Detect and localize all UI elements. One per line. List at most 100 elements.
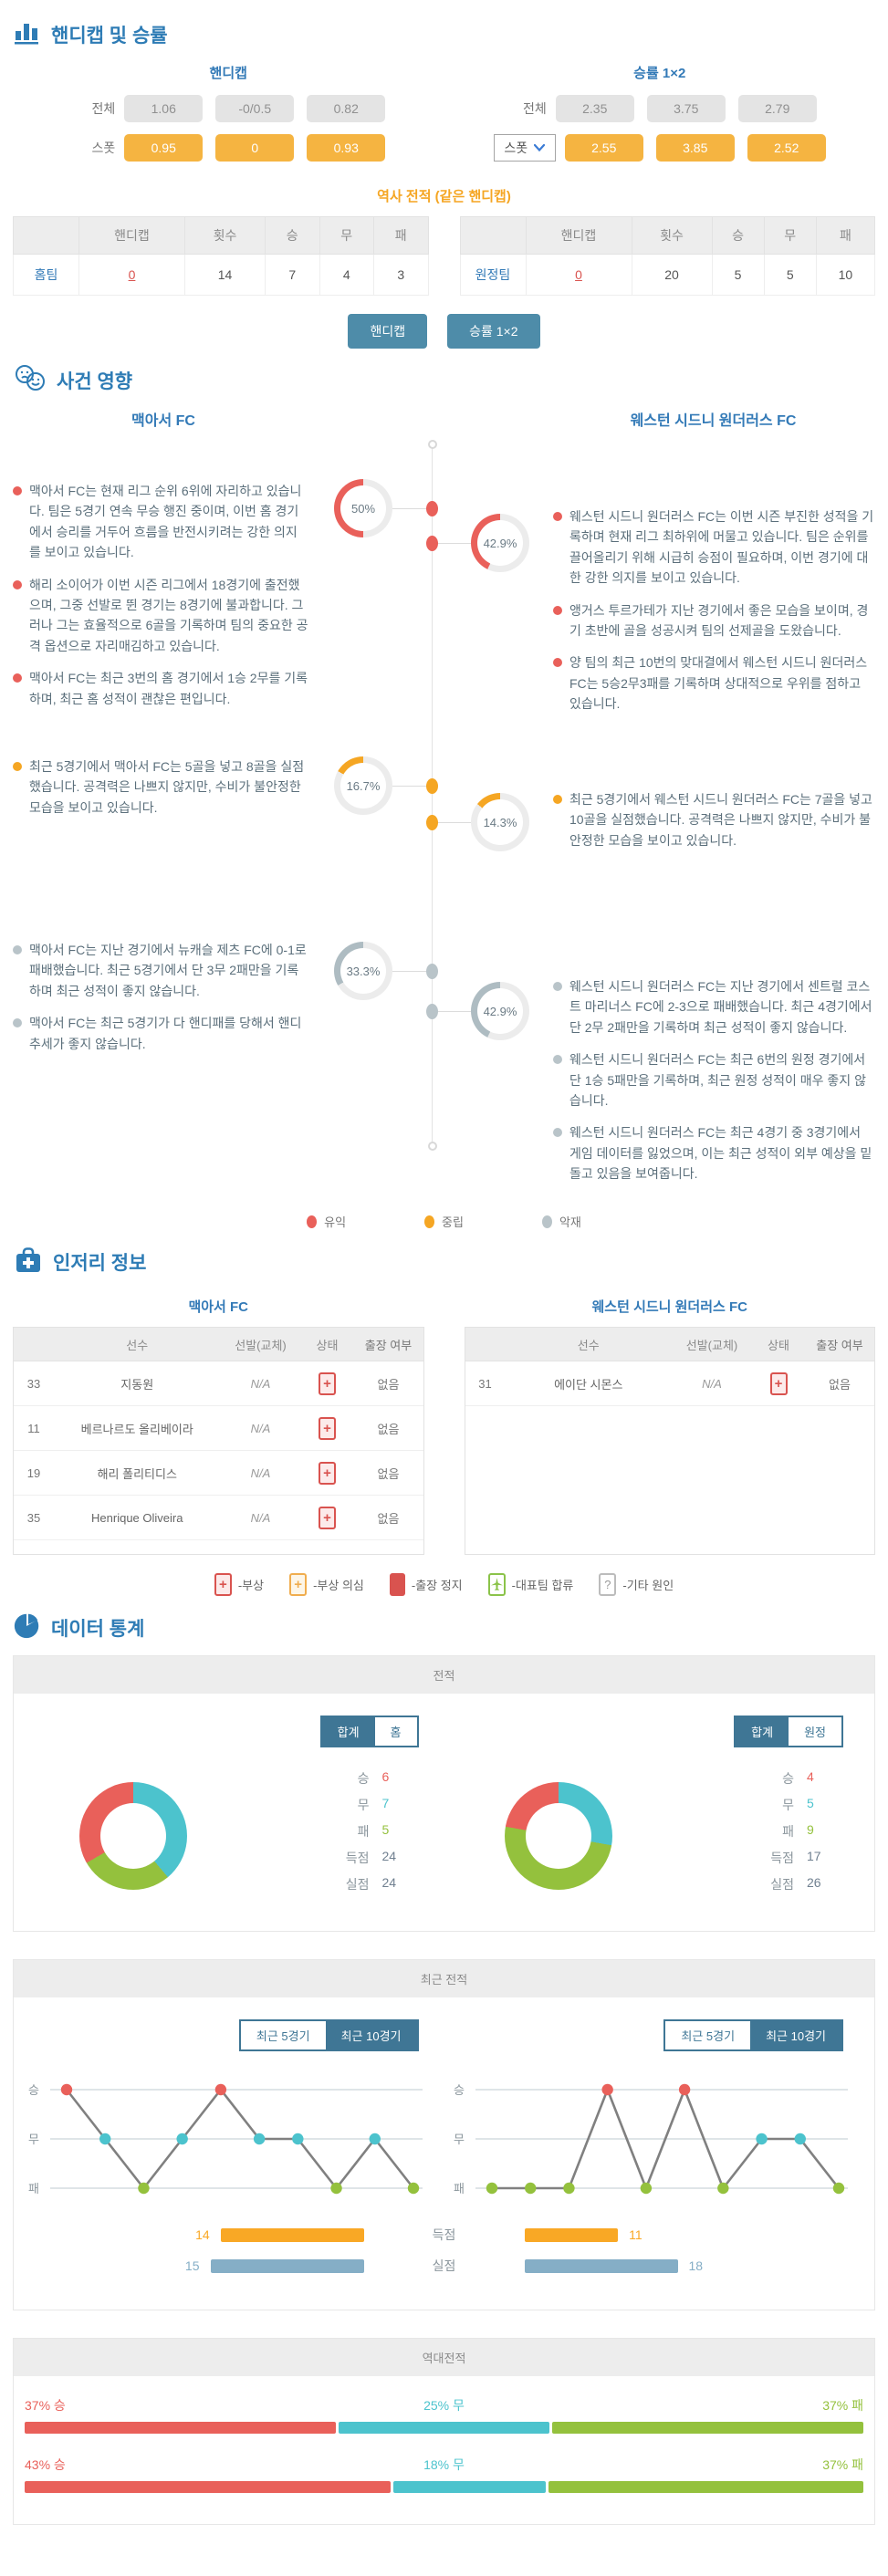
h2h-row: 43% 승 18% 무 37% 패 bbox=[25, 2456, 863, 2493]
col-handicap: 핸디캡 bbox=[78, 216, 185, 255]
player-number: 11 bbox=[27, 1421, 40, 1435]
h2h-panel: 역대전적 37% 승 25% 무 37% 패 43% 승 18% 무 37% 패 bbox=[13, 2338, 875, 2525]
player-attend: 없음 bbox=[377, 1511, 400, 1526]
stat-value: 26 bbox=[807, 1875, 821, 1890]
h2h-bar-segment bbox=[25, 2422, 337, 2434]
legend-item: -출장 정지 bbox=[389, 1573, 463, 1596]
goals-bar bbox=[524, 2227, 619, 2242]
event-group-negative: 맥아서 FC는 지난 경기에서 뉴캐슬 제츠 FC에 0-1로 패배했습니다. … bbox=[13, 936, 875, 1196]
legend-label: 유익 bbox=[324, 1215, 347, 1229]
player-number: 33 bbox=[26, 1376, 41, 1391]
spot-odds-label: 스폿 bbox=[91, 141, 116, 155]
tab-home[interactable]: 홈 bbox=[374, 1717, 417, 1746]
tab-last10[interactable]: 최근 10경기 bbox=[750, 2021, 841, 2049]
stat-value: 24 bbox=[381, 1849, 397, 1863]
col-attend: 출장 여부 bbox=[816, 1338, 863, 1352]
col-status: 상태 bbox=[768, 1338, 789, 1352]
handicap-button[interactable]: 핸디캡 bbox=[348, 314, 428, 349]
team-label: 원정팀 bbox=[459, 254, 527, 296]
player-name: 지동원 bbox=[120, 1377, 154, 1392]
timeline-dot bbox=[426, 964, 438, 979]
legend-label: -출장 정지 bbox=[411, 1579, 463, 1592]
handicap-link[interactable]: 0 bbox=[575, 267, 582, 282]
stat-value: 9 bbox=[807, 1822, 814, 1837]
loss-value: 10 bbox=[815, 254, 876, 296]
col-win: 승 bbox=[711, 216, 765, 255]
count-value: 14 bbox=[184, 254, 266, 296]
stat-row: 득점 24 bbox=[329, 1849, 406, 1867]
team-label: 홈팀 bbox=[13, 254, 79, 296]
impact-dot-icon bbox=[13, 945, 22, 954]
player-status: + bbox=[752, 1371, 805, 1395]
player-sub: N/A bbox=[250, 1510, 271, 1525]
tab-last5[interactable]: 최근 5경기 bbox=[665, 2021, 751, 2049]
section-event-impact: 사건 영향 맥아서 FC 웨스턴 시드니 원더러스 FC 맥아서 FC는 현재 … bbox=[13, 363, 875, 1230]
away-record-donut-chart bbox=[504, 1781, 612, 1890]
timeline-dot bbox=[426, 1004, 438, 1019]
away-record-toggle: 합계 원정 bbox=[734, 1716, 843, 1747]
impact-dot-icon bbox=[13, 762, 22, 771]
impact-dot-icon bbox=[13, 579, 22, 589]
national-team-plane-icon bbox=[487, 1573, 506, 1596]
spot-dropdown[interactable]: 스폿 bbox=[493, 134, 556, 162]
injury-plus-icon: + bbox=[769, 1371, 788, 1395]
legend-label: -기타 원인 bbox=[622, 1579, 674, 1592]
impact-dot-icon bbox=[13, 1018, 22, 1028]
h2h-labels: 37% 승 25% 무 37% 패 bbox=[25, 2396, 863, 2414]
injury-row: 33 지동원 N/A + 없음 bbox=[14, 1361, 423, 1406]
impact-dot-icon bbox=[553, 658, 562, 668]
goals-bar bbox=[220, 2227, 364, 2242]
svg-text:패: 패 bbox=[454, 2182, 465, 2195]
away-history-table: 핸디캡 횟수 승 무 패 원정팀 0 20 5 5 10 bbox=[459, 216, 876, 296]
home-record: 합계 홈 승 6 무 7 패 5 득점 24 실점 24 bbox=[19, 1712, 444, 1905]
svg-text:무: 무 bbox=[454, 2133, 465, 2146]
gauge-value: 50% bbox=[350, 501, 376, 516]
event-item-text: 웨스턴 시드니 원더러스 FC는 지난 경기에서 센트럴 코스트 마리너스 FC… bbox=[569, 979, 872, 1035]
first-aid-kit-icon bbox=[13, 1245, 44, 1278]
player-status: + bbox=[301, 1461, 354, 1485]
home-team-name: 맥아서 FC bbox=[131, 413, 195, 429]
stat-value: 24 bbox=[381, 1875, 397, 1890]
stat-value: 7 bbox=[381, 1796, 390, 1810]
stat-row: 실점 26 bbox=[754, 1875, 831, 1893]
stat-label: 실점 bbox=[345, 1877, 370, 1892]
handicap-link[interactable]: 0 bbox=[128, 267, 136, 282]
stat-value: 5 bbox=[381, 1822, 390, 1837]
connector-line bbox=[392, 508, 431, 509]
col-sub: 선발(교체) bbox=[685, 1338, 738, 1352]
odds-value: 0.82 bbox=[307, 95, 386, 122]
h2h-draw-label: 25% 무 bbox=[423, 2398, 465, 2413]
impact-dot-icon bbox=[553, 605, 562, 615]
pie-chart-icon bbox=[13, 1611, 42, 1644]
stat-label: 무 bbox=[782, 1798, 794, 1812]
tab-total[interactable]: 합계 bbox=[736, 1717, 789, 1746]
tab-total[interactable]: 합계 bbox=[321, 1717, 375, 1746]
tab-away[interactable]: 원정 bbox=[789, 1717, 841, 1746]
odds-value: 3.75 bbox=[646, 95, 726, 122]
impact-dot-icon bbox=[13, 673, 22, 683]
event-item: 맥아서 FC는 최근 5경기가 다 핸디패를 당해서 핸디 추세가 좋지 않습니… bbox=[13, 1013, 308, 1054]
event-item-text: 웨스턴 시드니 원더러스 FC는 최근 6번의 원정 경기에서 단 1승 5패만… bbox=[569, 1052, 866, 1108]
odds-value: 3.85 bbox=[655, 134, 735, 162]
tab-last5[interactable]: 최근 5경기 bbox=[240, 2021, 326, 2049]
event-item: 앵거스 투르가테가 지난 경기에서 좋은 모습을 보이며, 경기 초반에 골을 … bbox=[553, 600, 875, 641]
event-item-text: 양 팀의 최근 10번의 맞대결에서 웨스턴 시드니 원더러스 FC는 5승2무… bbox=[569, 655, 868, 712]
player-status: + bbox=[301, 1416, 354, 1440]
impact-gauge: 50% bbox=[334, 479, 392, 537]
impact-dot-icon bbox=[553, 1055, 562, 1065]
winrate-button[interactable]: 승률 1×2 bbox=[447, 314, 540, 349]
connector-line bbox=[433, 822, 471, 823]
gauge-value: 16.7% bbox=[346, 778, 381, 793]
section-title: 사건 영향 bbox=[57, 370, 133, 392]
stat-row: 실점 24 bbox=[329, 1875, 406, 1893]
table-row: 원정팀 0 20 5 5 10 bbox=[459, 254, 876, 296]
odds-area: 핸디캡 전체 1.06 -0/0.5 0.82 스폿 0.95 0 0.93 승… bbox=[13, 61, 875, 173]
goals-label: 득점 bbox=[432, 2227, 456, 2242]
player-name: 베르나르도 올리베이라 bbox=[80, 1422, 193, 1436]
tab-last10[interactable]: 최근 10경기 bbox=[325, 2021, 417, 2049]
h2h-bar-segment bbox=[392, 2481, 547, 2493]
gauge-ring-hole bbox=[340, 485, 386, 531]
home-record-donut-chart bbox=[79, 1781, 187, 1890]
